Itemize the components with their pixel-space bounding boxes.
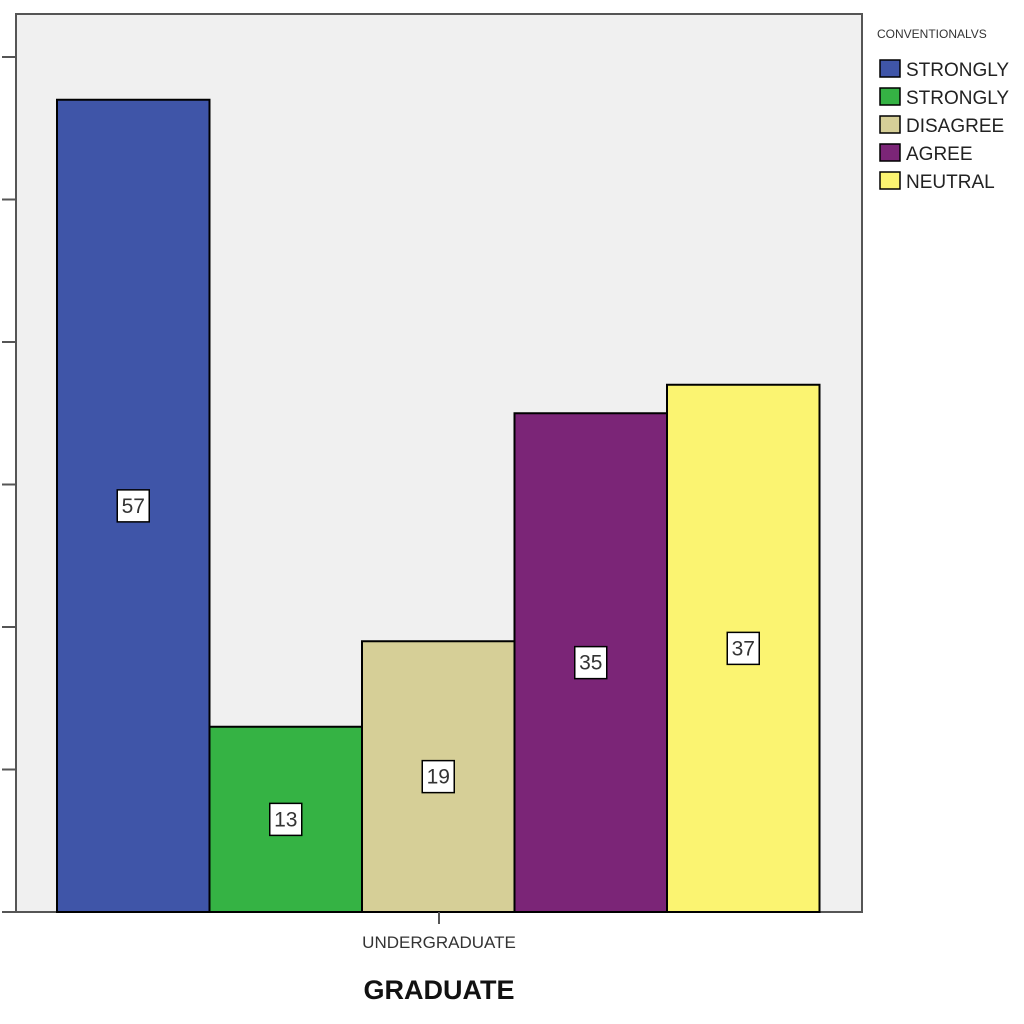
legend-swatch (879, 87, 901, 106)
legend-item: STRONGLY (879, 59, 1009, 81)
legend-swatch (879, 143, 901, 162)
data-label: 37 (726, 631, 760, 666)
legend-label: STRONGLY (906, 60, 1009, 81)
legend-label: DISAGREE (906, 116, 1004, 137)
data-label-box (421, 759, 455, 794)
x-category-label: UNDERGRADUATE (362, 933, 516, 952)
legend-swatch (879, 59, 901, 78)
data-label: 13 (269, 802, 303, 837)
data-label-text: 13 (274, 808, 297, 831)
data-label-text: 37 (732, 637, 755, 660)
legend-swatch (879, 115, 901, 134)
data-label: 19 (421, 759, 455, 794)
legend-label: AGREE (906, 144, 973, 165)
legend-label: STRONGLY (906, 88, 1009, 109)
data-label-box (116, 489, 150, 523)
x-axis-title: GRADUATE (364, 975, 515, 1005)
legend-swatch (879, 171, 901, 190)
data-label-text: 57 (122, 495, 145, 518)
data-label: 57 (116, 489, 150, 523)
legend-item: DISAGREE (879, 115, 1004, 137)
legend-title: CONVENTIONALVS (877, 27, 987, 41)
data-label-text: 35 (579, 652, 602, 675)
data-labels: 57 13 19 35 37 (116, 489, 760, 837)
data-label-box (726, 631, 760, 666)
legend-item: NEUTRAL (879, 171, 995, 193)
legend-item: AGREE (879, 143, 973, 165)
data-label-box (269, 802, 303, 837)
legend-label: NEUTRAL (906, 172, 995, 193)
data-label: 35 (574, 645, 608, 680)
legend-item: STRONGLY (879, 87, 1009, 109)
data-label-text: 19 (427, 766, 450, 789)
legend: CONVENTIONALVS STRONGLY STRONGLY DISAGREE A… (877, 27, 1009, 193)
data-label-box (574, 645, 608, 680)
y-axis (2, 56, 16, 913)
